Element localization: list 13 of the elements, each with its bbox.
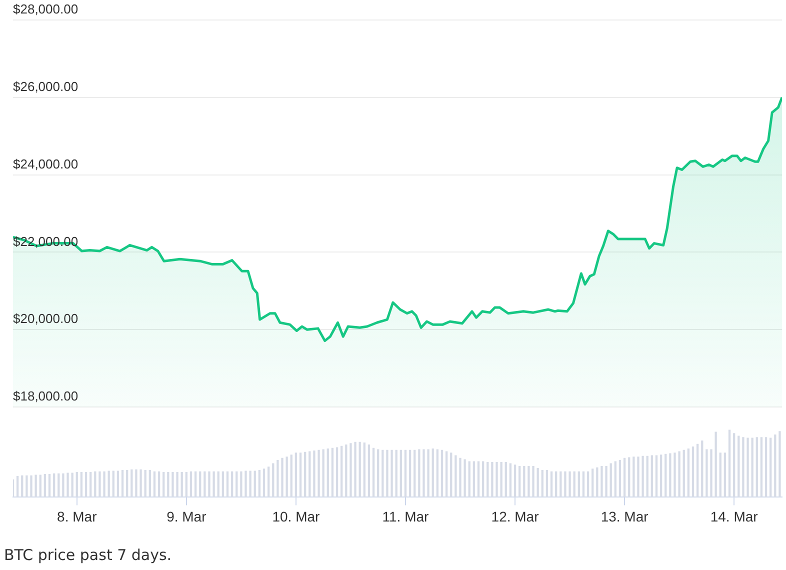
x-tick-label: 13. Mar: [600, 508, 649, 524]
x-tick-label: 12. Mar: [491, 508, 540, 524]
x-tick-label: 8. Mar: [57, 508, 98, 524]
x-tick-label: 14. Mar: [710, 508, 758, 524]
text: BTC price past 7 days.: [4, 546, 172, 564]
y-tick-label: $26,000.00: [13, 78, 78, 94]
y-tick-label: $18,000.00: [13, 388, 78, 404]
x-tick-label: 11. Mar: [382, 508, 430, 524]
y-tick-label: $28,000.00: [13, 2, 78, 17]
x-tick-label: 9. Mar: [166, 508, 207, 524]
y-tick-label: $20,000.00: [13, 311, 78, 326]
x-tick-label: 10. Mar: [272, 508, 320, 524]
y-tick-label: $24,000.00: [13, 156, 78, 172]
